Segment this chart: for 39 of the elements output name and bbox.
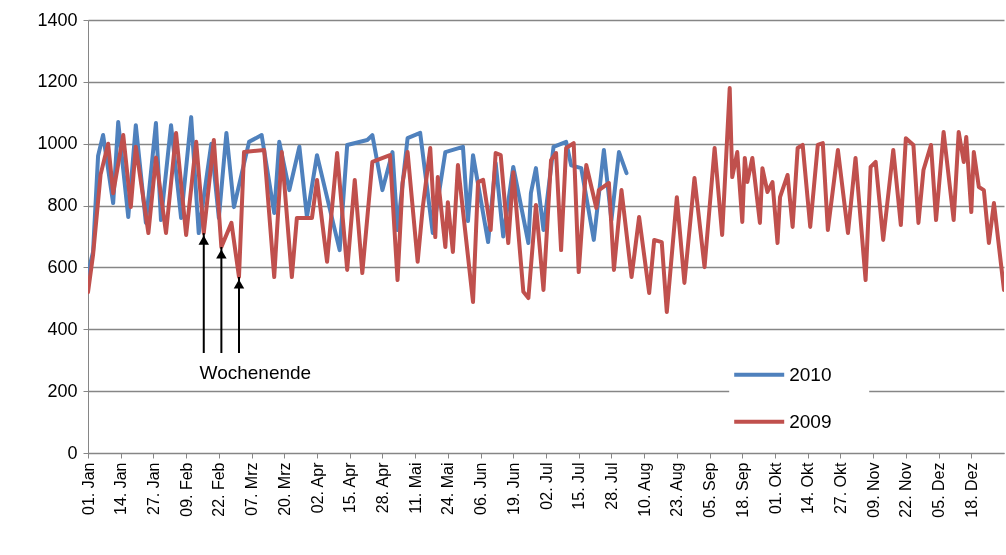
x-tick-label: 20. Mrz [275, 462, 293, 516]
x-tick-label: 28. Apr [373, 461, 391, 514]
x-tick-label: 27. Jan [144, 462, 162, 515]
annotation: Wochenende [199, 362, 312, 383]
x-tick-label: 07. Mrz [243, 462, 261, 516]
legend-label: 2010 [789, 363, 832, 385]
x-tick-label: 14. Okt [799, 461, 817, 515]
x-tick-label: 11. Mai [406, 462, 424, 514]
legend-label: 2009 [789, 410, 832, 432]
x-tick-label: 01. Jan [79, 462, 97, 515]
x-tick-label: 19. Jun [504, 462, 522, 515]
x-tick-label: 22. Nov [897, 462, 915, 518]
x-tick-label: 09. Feb [177, 462, 195, 517]
y-tick-label: 400 [47, 318, 78, 339]
y-tick-label: 1000 [37, 133, 78, 154]
x-tick-label: 06. Jun [472, 462, 490, 515]
x-tick-label: 18. Dez [962, 462, 980, 518]
y-tick-label: 1400 [37, 9, 78, 30]
x-tick-label: 27. Okt [831, 461, 849, 515]
y-tick-label: 600 [47, 256, 78, 277]
x-tick-label: 09. Nov [864, 462, 882, 518]
x-tick-label: 02. Jul [537, 462, 555, 510]
x-tick-label: 14. Jan [112, 462, 130, 515]
x-tick-label: 05. Sep [701, 462, 719, 518]
y-tick-label: 200 [47, 380, 78, 401]
x-tick-label: 01. Okt [766, 461, 784, 515]
x-tick-label: 23. Aug [668, 462, 686, 517]
x-tick-label: 24. Mai [439, 462, 457, 515]
x-tick-label: 05. Dez [930, 462, 948, 518]
x-tick-label: 10. Aug [635, 462, 653, 517]
y-tick-label: 1200 [37, 71, 78, 92]
x-tick-label: 02. Apr [308, 461, 326, 514]
x-tick-label: 28. Jul [602, 462, 620, 510]
x-tick-label: 18. Sep [733, 462, 751, 518]
x-tick-label: 15. Jul [570, 462, 588, 510]
y-tick-label: 800 [47, 195, 78, 216]
x-tick-label: 22. Feb [210, 462, 228, 517]
y-tick-label: 0 [67, 442, 78, 463]
x-tick-label: 15. Apr [341, 461, 359, 514]
